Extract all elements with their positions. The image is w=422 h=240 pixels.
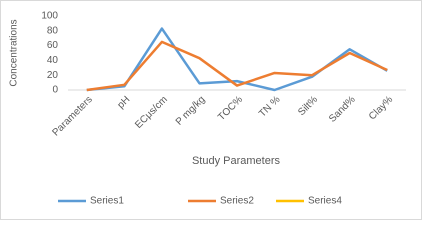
x-axis-title: Study Parameters [192,155,281,167]
y-tick-label: 0 [52,85,58,96]
chart-border [0,0,422,220]
legend-label: Series2 [220,196,254,207]
y-tick-label: 20 [47,70,59,81]
legend-label: Series4 [308,196,342,207]
series-line [86,27,388,92]
y-tick-label: 40 [47,55,59,66]
legend-label: Series1 [90,196,124,207]
y-axis-title: Concentrations [9,19,20,86]
page: {"chart_data": {"type": "line", "x_label… [0,0,422,220]
series-line [86,40,388,92]
y-tick-label: 60 [47,40,59,51]
chart: Concentrations Study Parameters 0 20 40 60 8… [0,0,422,220]
y-tick-label: 80 [47,25,59,36]
y-tick-label: 100 [41,11,58,22]
